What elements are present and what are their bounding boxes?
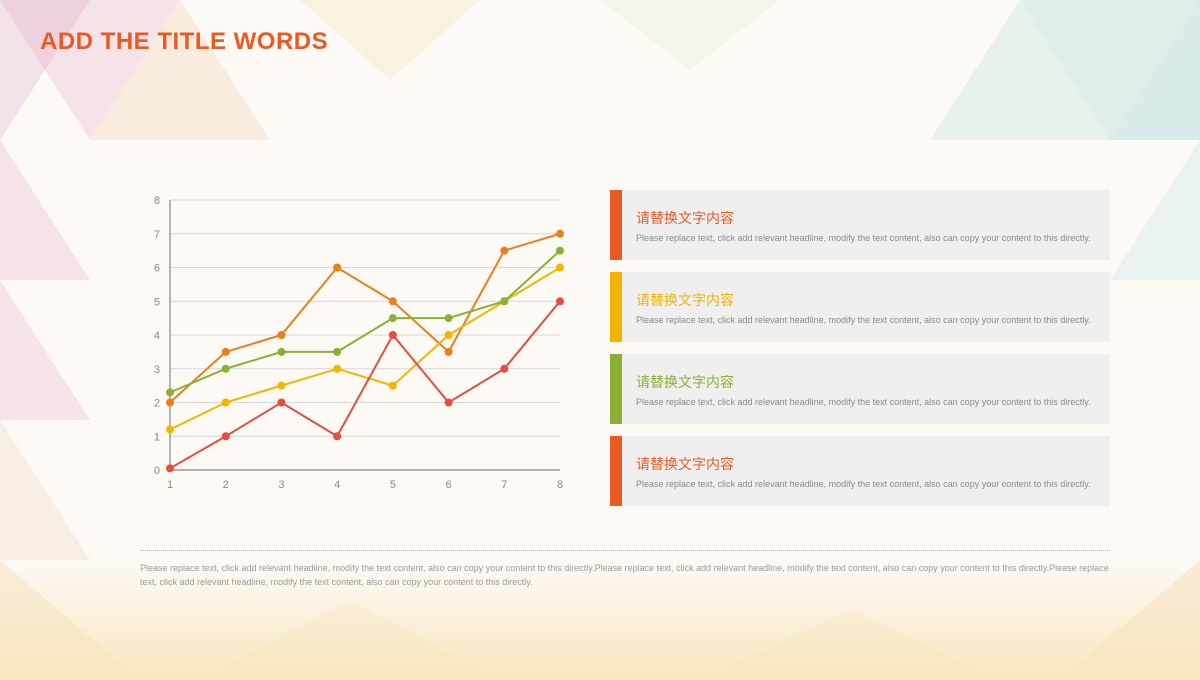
marker xyxy=(500,247,508,255)
card-desc: Please replace text, click add relevant … xyxy=(636,478,1091,490)
marker xyxy=(500,365,508,373)
svg-text:3: 3 xyxy=(278,479,284,491)
marker xyxy=(445,331,453,339)
card-title: 请替换文字内容 xyxy=(636,454,1091,474)
svg-text:5: 5 xyxy=(390,479,396,491)
marker xyxy=(445,348,453,356)
card-accent-bar xyxy=(610,354,622,424)
card-desc: Please replace text, click add relevant … xyxy=(636,232,1091,244)
card-accent-bar xyxy=(610,272,622,342)
marker xyxy=(277,331,285,339)
marker xyxy=(277,348,285,356)
svg-text:0: 0 xyxy=(154,465,160,477)
marker xyxy=(166,399,174,407)
svg-text:1: 1 xyxy=(154,431,160,443)
marker xyxy=(222,399,230,407)
info-cards: 请替换文字内容 Please replace text, click add re… xyxy=(610,190,1110,506)
svg-text:4: 4 xyxy=(334,479,340,491)
svg-text:1: 1 xyxy=(167,479,173,491)
svg-text:8: 8 xyxy=(154,195,160,207)
line-chart: 01234567812345678 xyxy=(140,190,570,500)
marker xyxy=(277,382,285,390)
info-card-2: 请替换文字内容 Please replace text, click add re… xyxy=(610,354,1110,424)
card-accent-bar xyxy=(610,436,622,506)
svg-text:6: 6 xyxy=(154,263,160,275)
marker xyxy=(445,314,453,322)
svg-text:3: 3 xyxy=(154,364,160,376)
card-desc: Please replace text, click add relevant … xyxy=(636,396,1091,408)
marker xyxy=(556,230,564,238)
svg-text:8: 8 xyxy=(557,479,563,491)
info-card-3: 请替换文字内容 Please replace text, click add re… xyxy=(610,436,1110,506)
svg-text:4: 4 xyxy=(154,330,160,342)
card-title: 请替换文字内容 xyxy=(636,208,1091,228)
info-card-1: 请替换文字内容 Please replace text, click add re… xyxy=(610,272,1110,342)
marker xyxy=(389,297,397,305)
marker xyxy=(389,331,397,339)
svg-text:7: 7 xyxy=(154,229,160,241)
marker xyxy=(277,399,285,407)
divider xyxy=(140,550,1110,551)
card-accent-bar xyxy=(610,190,622,260)
svg-text:6: 6 xyxy=(446,479,452,491)
page-title: ADD THE TITLE WORDS xyxy=(40,28,328,56)
info-card-0: 请替换文字内容 Please replace text, click add re… xyxy=(610,190,1110,260)
card-title: 请替换文字内容 xyxy=(636,372,1091,392)
marker xyxy=(166,464,174,472)
marker xyxy=(333,365,341,373)
svg-text:7: 7 xyxy=(501,479,507,491)
marker xyxy=(333,348,341,356)
marker xyxy=(166,388,174,396)
marker xyxy=(556,264,564,272)
marker xyxy=(389,314,397,322)
marker xyxy=(389,382,397,390)
marker xyxy=(556,247,564,255)
marker xyxy=(556,297,564,305)
marker xyxy=(222,348,230,356)
marker xyxy=(222,365,230,373)
marker xyxy=(222,432,230,440)
series-s_red xyxy=(170,301,560,468)
svg-text:5: 5 xyxy=(154,296,160,308)
svg-text:2: 2 xyxy=(154,398,160,410)
card-title: 请替换文字内容 xyxy=(636,290,1091,310)
svg-text:2: 2 xyxy=(223,479,229,491)
footer-text: Please replace text, click add relevant … xyxy=(140,562,1110,589)
marker xyxy=(445,399,453,407)
card-desc: Please replace text, click add relevant … xyxy=(636,314,1091,326)
marker xyxy=(166,426,174,434)
marker xyxy=(333,432,341,440)
marker xyxy=(500,297,508,305)
marker xyxy=(333,264,341,272)
